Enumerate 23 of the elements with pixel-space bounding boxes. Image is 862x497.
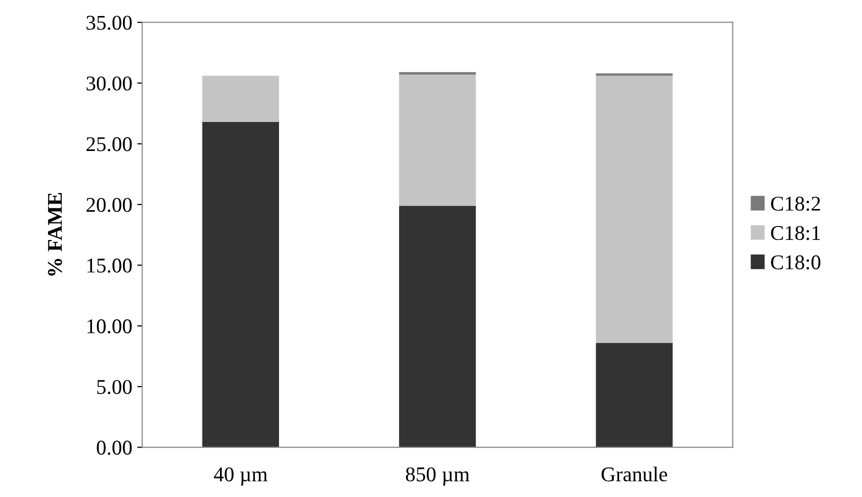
- x-tick-label: 40 µm: [214, 467, 268, 486]
- bar: [202, 122, 280, 448]
- x-tick-label: 850 µm: [406, 467, 470, 486]
- y-tick-label: 0.00: [96, 440, 132, 455]
- legend-label: C18:1: [771, 226, 820, 240]
- y-axis-title: % FAME: [48, 192, 62, 276]
- x-tick-label: Granule: [602, 466, 668, 482]
- bar: [596, 76, 673, 343]
- y-tick-label: 30.00: [86, 76, 132, 91]
- bar: [596, 73, 673, 76]
- y-tick-label: 25.00: [86, 137, 132, 152]
- y-tick-label: 10.00: [87, 319, 132, 334]
- bar: [399, 206, 476, 448]
- bar: [596, 342, 673, 448]
- bar: [399, 74, 476, 206]
- y-tick-label: 20.00: [86, 198, 132, 212]
- y-tick-label: 35.00: [86, 16, 132, 30]
- legend-label: C18:2: [771, 196, 820, 211]
- y-tick-label: 15.00: [87, 258, 132, 273]
- y-tick-label: 5.00: [97, 380, 132, 394]
- legend-label: C18:0: [771, 255, 820, 270]
- bar: [399, 72, 476, 75]
- bar: [202, 76, 280, 122]
